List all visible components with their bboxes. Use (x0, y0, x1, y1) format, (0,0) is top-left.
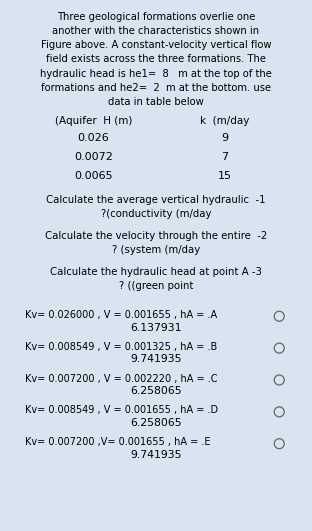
Text: field exists across the three formations. The: field exists across the three formations… (46, 54, 266, 64)
Text: hydraulic head is he1=  8   m at the top of the: hydraulic head is he1= 8 m at the top of… (40, 68, 272, 79)
Text: another with the characteristics shown in: another with the characteristics shown i… (52, 26, 260, 36)
Text: Kv= 0.026000 , V = 0.001655 , hA = .A: Kv= 0.026000 , V = 0.001655 , hA = .A (25, 310, 217, 320)
Text: Three geological formations overlie one: Three geological formations overlie one (57, 12, 255, 22)
Text: 0.0065: 0.0065 (74, 171, 113, 181)
Text: Kv= 0.008549 , V = 0.001325 , hA = .B: Kv= 0.008549 , V = 0.001325 , hA = .B (25, 342, 217, 352)
Text: Kv= 0.008549 , V = 0.001655 , hA = .D: Kv= 0.008549 , V = 0.001655 , hA = .D (25, 406, 218, 415)
Text: 9.741935: 9.741935 (130, 450, 182, 460)
Text: data in table below: data in table below (108, 97, 204, 107)
Text: ?(conductivity (m/day: ?(conductivity (m/day (101, 209, 211, 219)
Text: Calculate the velocity through the entire  -2: Calculate the velocity through the entir… (45, 232, 267, 241)
Text: Figure above. A constant-velocity vertical flow: Figure above. A constant-velocity vertic… (41, 40, 271, 50)
Text: Kv= 0.007200 ,V= 0.001655 , hA = .E: Kv= 0.007200 ,V= 0.001655 , hA = .E (25, 438, 211, 447)
Text: Calculate the average vertical hydraulic  -1: Calculate the average vertical hydraulic… (46, 195, 266, 205)
Text: formations and he2=  2  m at the bottom. use: formations and he2= 2 m at the bottom. u… (41, 83, 271, 93)
Text: 6.258065: 6.258065 (130, 387, 182, 396)
Text: ? (system (m/day: ? (system (m/day (112, 245, 200, 255)
Text: 9: 9 (221, 133, 228, 142)
Text: 7: 7 (221, 152, 228, 161)
Text: 6.258065: 6.258065 (130, 418, 182, 428)
Text: k  (m/day: k (m/day (200, 116, 249, 125)
Text: 0.026: 0.026 (78, 133, 110, 142)
Text: ? ((green point: ? ((green point (119, 281, 193, 291)
Text: (Aquifer  H (m): (Aquifer H (m) (55, 116, 132, 125)
Text: Calculate the hydraulic head at point A -3: Calculate the hydraulic head at point A … (50, 268, 262, 277)
Text: 0.0072: 0.0072 (74, 152, 113, 161)
Text: Kv= 0.007200 , V = 0.002220 , hA = .C: Kv= 0.007200 , V = 0.002220 , hA = .C (25, 374, 217, 383)
Text: 6.137931: 6.137931 (130, 323, 182, 332)
Text: 9.741935: 9.741935 (130, 355, 182, 364)
Text: 15: 15 (218, 171, 232, 181)
